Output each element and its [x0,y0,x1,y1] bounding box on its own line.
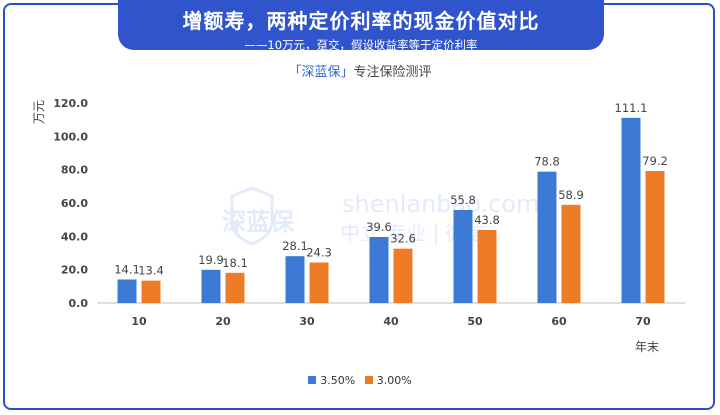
bar-series1 [369,237,389,303]
chart-subtitle: ——10万元，趸交，假设收益率等于定价利率 [244,38,478,52]
data-label-series1: 78.8 [534,155,560,169]
x-tick-label: 40 [383,315,399,328]
brand-tagline: 专注保险测评 [353,65,432,80]
y-tick-label: 80.0 [61,164,88,177]
watermark-logo: 深蓝保 [222,208,295,236]
data-label-series1: 55.8 [450,193,476,207]
bar-series1 [537,171,557,303]
legend-label-1: 3.50% [320,374,356,387]
bar-series2 [645,171,665,303]
watermark-site: shenlanbao.com [342,190,539,218]
data-label-series1: 39.6 [366,220,392,234]
x-tick-label: 70 [635,315,651,328]
data-label-series2: 32.6 [390,232,416,246]
bar-series2 [477,230,497,303]
bars [117,117,665,303]
x-tick-label: 10 [131,315,147,328]
y-tick-label: 120.0 [53,97,88,110]
watermark-shield-icon [230,186,274,246]
bar-series1 [201,269,221,303]
title-banner: 增额寿，两种定价利率的现金价值对比 ——10万元，趸交，假设收益率等于定价利率 [118,0,604,52]
bar-series1 [285,256,305,303]
y-tick-label: 100.0 [53,130,88,143]
data-labels: 14.113.4 19.918.1 28.124.3 39.632.6 55.8 43.8… [114,101,668,278]
x-tick-label: 60 [551,315,567,328]
bar-series1 [453,210,473,303]
data-label-series1: 14.1 [114,263,140,277]
legend-item-2: 3.00% [364,374,412,387]
data-label-series2: 58.9 [558,188,584,202]
bar-series2 [309,262,329,303]
y-axis-label: 万元 [32,100,46,124]
legend-item-1: 3.50% [308,374,355,387]
bar-series2 [561,204,581,303]
brand-line: 「深蓝保」专注保险测评 [0,61,720,80]
data-label-series2: 43.8 [474,213,500,227]
bar-series2 [141,280,161,303]
chart-title: 增额寿，两种定价利率的现金价值对比 [182,9,540,33]
data-label-series2: 13.4 [138,264,164,278]
legend: 3.50% 3.00% [0,374,720,387]
x-tick-label: 20 [215,315,231,328]
bar-series1 [621,117,641,303]
data-label-series1: 28.1 [282,239,308,253]
data-label-series1: 19.9 [198,253,224,267]
data-label-series1: 111.1 [615,101,648,115]
data-label-series2: 18.1 [222,256,248,270]
x-tick-label: 50 [467,315,483,328]
legend-swatch-2 [364,376,373,384]
data-label-series2: 24.3 [306,246,332,260]
x-axis-label: 年末 [635,340,659,354]
y-tick-label: 40.0 [61,230,88,243]
y-tick-label: 60.0 [61,197,88,210]
y-tick-label: 0.0 [69,297,89,310]
bar-series2 [225,272,245,303]
legend-swatch-1 [308,376,317,384]
legend-label-2: 3.00% [376,374,412,387]
bar-series1 [117,279,137,303]
brand-name: 「深蓝保」 [288,65,354,80]
bar-series2 [393,248,413,303]
data-label-series2: 79.2 [642,154,668,168]
x-tick-label: 30 [299,315,315,328]
y-tick-label: 20.0 [61,264,88,277]
